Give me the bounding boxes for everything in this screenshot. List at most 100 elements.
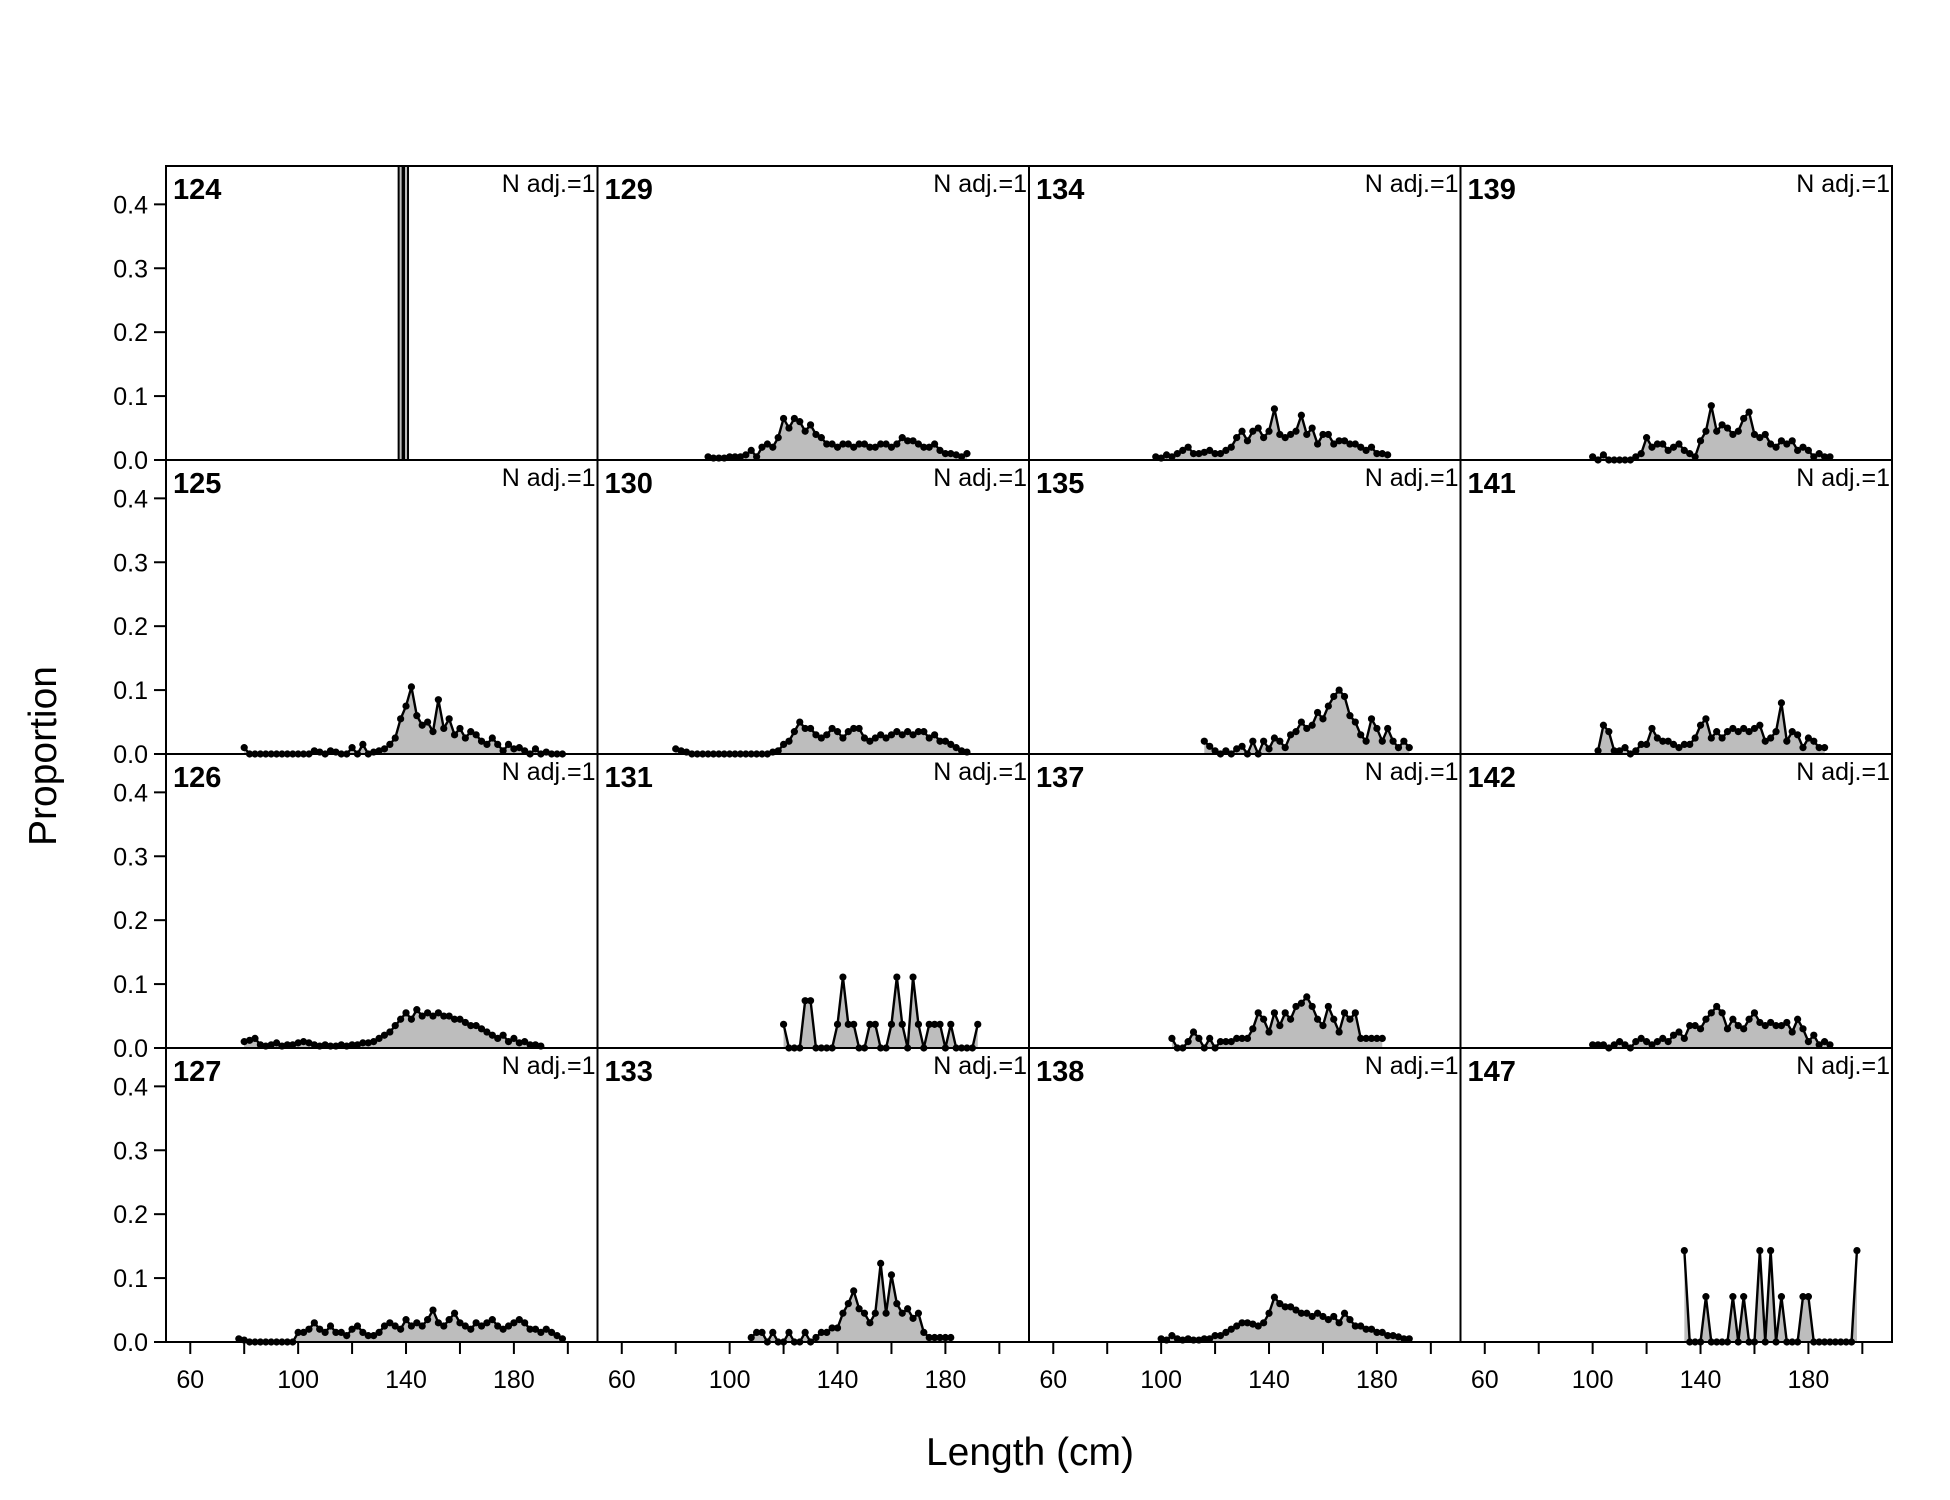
data-point: [1767, 1018, 1775, 1027]
data-point: [1686, 740, 1694, 749]
data-point: [1696, 1025, 1705, 1033]
data-point: [1713, 728, 1721, 736]
panel-frame: [165, 753, 599, 1049]
data-point: [1794, 731, 1802, 739]
data-point: [1211, 747, 1219, 755]
data-point: [1616, 1038, 1624, 1046]
data-point: [936, 446, 944, 455]
data-point: [963, 450, 971, 458]
data-point: [1340, 692, 1349, 701]
data-point: [429, 1306, 437, 1314]
data-point: [1616, 747, 1624, 755]
data-point: [1330, 1015, 1338, 1023]
data-point: [472, 1319, 480, 1327]
data-point: [1249, 737, 1257, 745]
panel-133: 133 N adj.=1: [596, 1047, 1030, 1346]
panel-129: 129 N adj.=1: [596, 165, 1030, 462]
data-point: [1227, 1325, 1235, 1333]
series-area: [1171, 996, 1383, 1048]
data-point: [1750, 430, 1759, 439]
panel-134: 134 N adj.=1: [1028, 165, 1462, 462]
series-area: [1592, 1006, 1830, 1048]
data-point: [1281, 434, 1289, 442]
data-point: [310, 747, 318, 755]
data-point: [1653, 1038, 1661, 1046]
data-point: [1206, 742, 1214, 750]
data-point: [1216, 450, 1225, 458]
data-point: [887, 731, 896, 739]
data-point: [402, 702, 410, 710]
data-point: [1713, 1002, 1721, 1011]
panel-124: 124 N adj.=1: [165, 165, 599, 461]
data-point: [375, 747, 383, 755]
x-tick-label: 100: [1140, 1366, 1182, 1394]
data-point: [1621, 744, 1629, 752]
data-point: [1686, 450, 1694, 458]
data-point: [1734, 728, 1742, 736]
data-point: [1357, 731, 1365, 739]
data-point: [866, 1319, 874, 1327]
data-point: [1772, 728, 1780, 736]
data-point: [871, 1020, 879, 1028]
panel-label: 126: [173, 762, 221, 794]
data-point: [844, 440, 852, 448]
data-point: [1243, 1034, 1252, 1043]
data-point: [531, 1041, 540, 1049]
data-point: [1330, 440, 1338, 448]
panel-frame: [1028, 165, 1462, 461]
data-point: [1799, 443, 1807, 451]
y-tick-label: 0.1: [113, 971, 148, 999]
n-adj-label: N adj.=1: [1365, 758, 1459, 786]
data-point: [952, 451, 960, 459]
data-point: [796, 418, 804, 426]
bar-mark: [397, 165, 404, 461]
data-point: [914, 1309, 923, 1317]
y-tick-label: 0.4: [113, 779, 148, 807]
panel-frame: [165, 459, 599, 755]
data-point: [909, 1314, 917, 1322]
data-point: [1761, 1022, 1769, 1030]
panel-label: 138: [1036, 1056, 1084, 1088]
data-point: [424, 1316, 432, 1324]
data-point: [1281, 1009, 1289, 1017]
bar-mark: [403, 165, 410, 461]
data-point: [1680, 1034, 1688, 1043]
data-point: [850, 443, 858, 451]
data-point: [1702, 1293, 1710, 1301]
data-point: [1659, 440, 1667, 448]
series-area: [1204, 690, 1410, 754]
panel-label: 139: [1468, 174, 1516, 206]
data-point: [450, 731, 459, 739]
data-point: [494, 740, 502, 749]
data-point: [467, 1325, 475, 1333]
data-point: [1313, 1015, 1322, 1023]
data-point: [914, 728, 923, 736]
panel-131: 131 N adj.=1: [596, 753, 1030, 1052]
data-point: [380, 745, 389, 753]
data-point: [931, 1020, 939, 1028]
data-point: [855, 440, 863, 448]
data-point: [844, 1300, 852, 1308]
data-point: [812, 731, 820, 739]
data-point: [1794, 1015, 1802, 1023]
panel-frame: [1459, 459, 1893, 755]
data-point: [1680, 446, 1688, 455]
data-point: [1189, 450, 1198, 458]
data-point: [860, 734, 869, 742]
data-point: [1686, 1022, 1694, 1030]
data-point: [1691, 453, 1699, 461]
data-point: [1297, 1309, 1305, 1317]
data-point: [1308, 1002, 1316, 1011]
data-point: [909, 731, 917, 739]
data-point: [941, 737, 950, 745]
data-point: [1756, 434, 1764, 442]
data-point: [925, 443, 933, 451]
data-point: [904, 728, 912, 736]
n-adj-label: N adj.=1: [502, 170, 596, 198]
data-point: [1610, 1041, 1618, 1049]
data-point: [461, 1322, 469, 1330]
data-point: [1346, 712, 1354, 720]
data-point: [472, 1022, 480, 1030]
data-point: [1648, 1041, 1656, 1049]
data-point: [779, 740, 788, 749]
